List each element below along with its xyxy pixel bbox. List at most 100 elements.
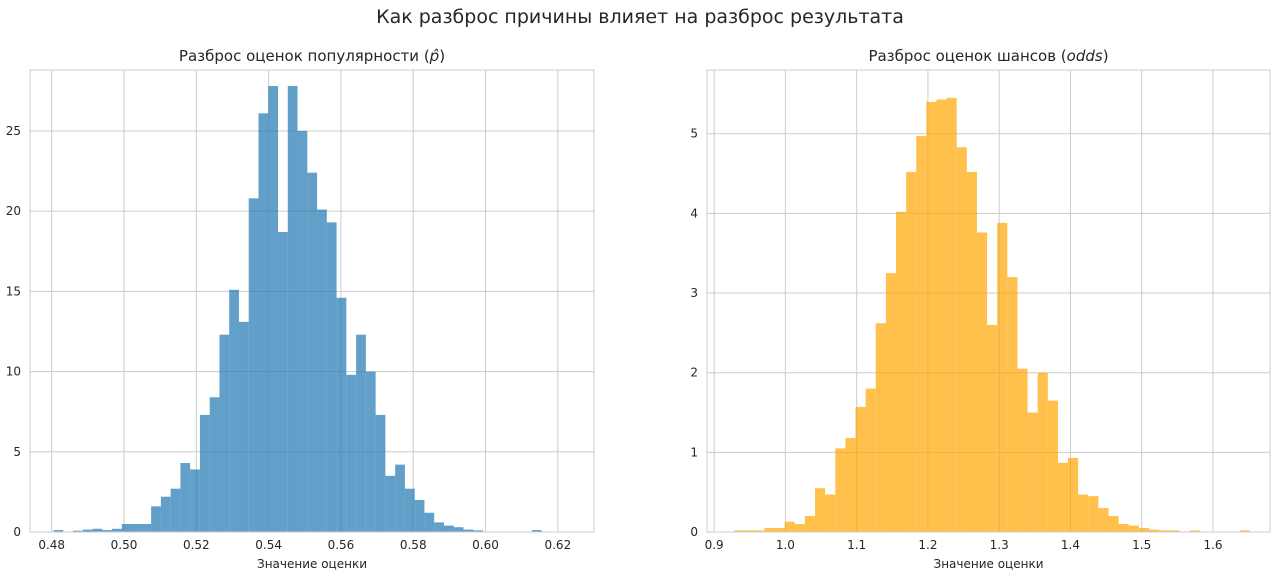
odds-title-close: ): [1103, 47, 1109, 65]
popularity-xtick-label: 0.60: [472, 538, 499, 552]
odds-histogram-bar: [906, 171, 917, 532]
popularity-histogram-bar: [375, 414, 386, 532]
popularity-histogram-bar: [248, 198, 259, 532]
popularity-histogram-bar: [258, 113, 269, 532]
popularity-histogram-bar: [92, 528, 103, 532]
odds-histogram-bar: [744, 530, 755, 532]
popularity-histogram-bar: [336, 297, 347, 532]
popularity-xtick-label: 0.56: [328, 538, 355, 552]
odds-title-text: Разброс оценок шансов (: [868, 47, 1066, 65]
odds-bars: [734, 97, 1251, 532]
popularity-title-close: ): [439, 47, 445, 65]
popularity-histogram-bar: [170, 488, 181, 532]
odds-histogram-bar: [1057, 462, 1069, 532]
popularity-histogram-bar: [404, 488, 415, 532]
odds-histogram-bar: [1159, 530, 1170, 532]
popularity-histogram-bar: [160, 496, 171, 532]
odds-histogram-bar: [946, 97, 957, 532]
popularity-histogram-bar: [229, 289, 239, 532]
odds-histogram-bar: [784, 521, 795, 532]
odds-histogram-bar: [1138, 528, 1149, 532]
popularity-histogram-bar: [443, 525, 454, 532]
odds-ytick-label: 0: [690, 525, 698, 539]
popularity-histogram-bar: [385, 475, 396, 532]
odds-histogram-bar: [764, 528, 775, 532]
popularity-histogram-bar: [531, 530, 542, 532]
popularity-ytick-label: 0: [13, 525, 21, 539]
odds-histogram-bar: [885, 273, 896, 532]
popularity-title: Разброс оценок популярности (p̂): [179, 47, 445, 65]
popularity-histogram-bar: [53, 530, 64, 532]
popularity-histogram-bar: [151, 506, 161, 532]
popularity-bars: [53, 86, 542, 532]
odds-axes-frame: [706, 69, 1271, 533]
popularity-title-math: p̂: [429, 47, 440, 65]
odds-histogram-bar: [804, 516, 816, 532]
popularity-histogram-bar: [297, 130, 308, 532]
odds-histogram-bar: [997, 222, 1008, 532]
popularity-histogram-bar: [365, 371, 376, 532]
odds-histogram-bar: [1088, 496, 1099, 532]
odds-histogram-bar: [734, 530, 745, 532]
popularity-histogram-bar: [346, 374, 357, 532]
popularity-histogram-bar: [473, 530, 484, 532]
odds-histogram-bar: [875, 323, 886, 532]
popularity-histogram-bar: [180, 463, 191, 532]
odds-histogram-bar: [976, 232, 988, 532]
odds-xtick-label: 1.4: [1061, 538, 1080, 552]
popularity-ytick-label: 10: [6, 365, 21, 379]
odds-ytick-label: 2: [690, 366, 698, 380]
popularity-histogram-bar: [434, 522, 444, 532]
popularity-ytick-label: 20: [6, 204, 21, 218]
popularity-histogram-bar: [453, 527, 464, 532]
odds-ytick-label: 1: [690, 445, 698, 459]
popularity-histogram-bar: [219, 334, 230, 532]
odds-histogram-bar: [1148, 529, 1160, 532]
odds-histogram-bar: [1169, 530, 1180, 532]
popularity-histogram-bar: [190, 469, 200, 532]
popularity-histogram-bar: [131, 523, 142, 532]
odds-histogram-bar: [1098, 508, 1109, 532]
popularity-histogram-bar: [121, 523, 132, 532]
odds-xtick-label: 1.0: [776, 538, 795, 552]
odds-histogram-bar: [926, 101, 937, 532]
popularity-ytick-label: 15: [6, 284, 21, 298]
odds-xtick-label: 1.6: [1203, 538, 1222, 552]
popularity-histogram-bar: [141, 523, 152, 532]
odds-histogram-bar: [774, 528, 785, 532]
odds-histogram-bar: [855, 406, 866, 532]
odds-histogram-bar: [1128, 525, 1139, 532]
popularity-histogram-bar: [317, 209, 327, 532]
odds-histogram-bar: [936, 99, 947, 532]
figure-suptitle: Как разброс причины влияет на разброс ре…: [376, 6, 904, 28]
popularity-xtick-label: 0.54: [255, 538, 282, 552]
popularity-histogram-bar: [463, 529, 474, 532]
odds-xlabel: Значение оценки: [934, 557, 1044, 571]
popularity-histogram-bar: [356, 334, 366, 532]
odds-histogram-bar: [1027, 412, 1038, 532]
odds-title: Разброс оценок шансов (odds): [868, 47, 1108, 65]
popularity-xtick-label: 0.62: [544, 538, 571, 552]
odds-histogram-bar: [1240, 530, 1251, 532]
popularity-xtick-label: 0.48: [38, 538, 65, 552]
popularity-histogram-bar: [199, 414, 210, 532]
odds-histogram-bar: [1078, 494, 1089, 532]
odds-histogram-bar: [1047, 400, 1058, 532]
popularity-histogram-bar: [307, 172, 318, 532]
odds-histogram-bar: [987, 324, 998, 532]
odds-xtick-label: 0.9: [705, 538, 724, 552]
popularity-histogram-bar: [209, 397, 220, 532]
odds-histogram-bar: [845, 438, 856, 532]
popularity-histogram-bar: [287, 86, 298, 532]
odds-histogram-bar: [835, 448, 846, 532]
odds-xtick-label: 1.1: [847, 538, 866, 552]
popularity-histogram-bar: [395, 464, 405, 532]
popularity-histogram-bar: [73, 530, 83, 532]
popularity-ytick-label: 5: [13, 445, 21, 459]
popularity-histogram-bar: [278, 232, 288, 532]
popularity-histogram-bar: [102, 530, 113, 532]
popularity-histogram-bar: [238, 321, 249, 532]
